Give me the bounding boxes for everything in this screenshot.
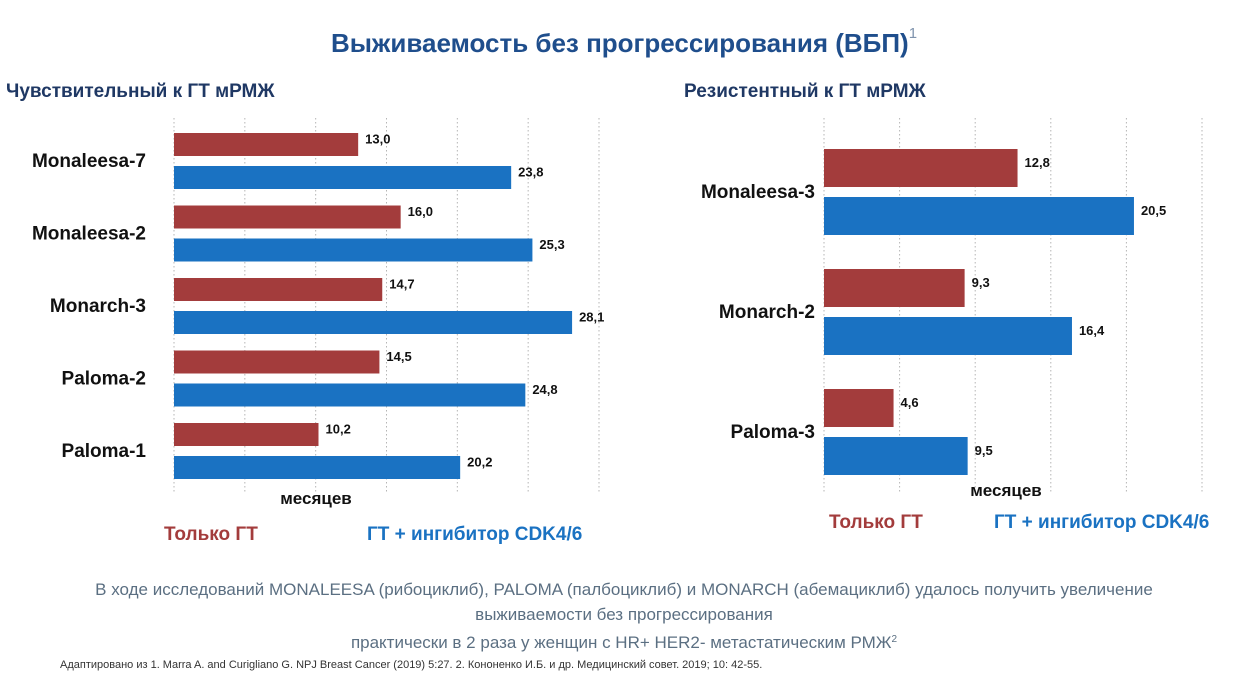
- data-label: 16,0: [408, 204, 433, 219]
- bar-gt-only: [174, 133, 359, 156]
- data-label: 20,2: [467, 455, 492, 470]
- category-label: Monarch-3: [50, 296, 146, 317]
- title-footnote-ref: 1: [908, 25, 918, 43]
- left-panel-title: Чувствительный к ГТ мРМЖ: [6, 81, 275, 102]
- data-label: 4,6: [901, 395, 919, 410]
- data-label: 25,3: [539, 237, 564, 252]
- bar-gt-only: [824, 269, 965, 307]
- category-label: Paloma-2: [62, 369, 146, 390]
- page-title-text: Выживаемость без прогрессирования (ВБП): [330, 28, 909, 58]
- data-label: 28,1: [579, 310, 604, 325]
- bar-gt-cdk46: [174, 166, 512, 189]
- x-axis-label: месяцев: [970, 481, 1042, 500]
- bar-gt-only: [824, 389, 894, 427]
- bar-gt-only: [174, 423, 319, 446]
- bar-gt-cdk46: [824, 437, 968, 475]
- bar-gt-cdk46: [824, 317, 1072, 355]
- category-label: Paloma-1: [62, 441, 147, 462]
- data-label: 23,8: [518, 165, 543, 180]
- conclusion-line-3: практически в 2 раза у женщин с HR+ HER2…: [20, 627, 1228, 656]
- data-label: 9,5: [975, 443, 993, 458]
- conclusion-footnote-ref: 2: [891, 634, 898, 645]
- right-legend-series2: ГТ + ингибитор CDK4/6: [994, 512, 1210, 533]
- data-label: 14,7: [389, 277, 414, 292]
- right-bar-chart: Monaleesa-3 12,8 20,5 Monarch-2 9,3 16,4 Palom…: [701, 118, 1203, 500]
- category-label: Monaleesa-7: [32, 151, 146, 172]
- data-label: 24,8: [532, 382, 557, 397]
- bar-gt-only: [174, 278, 383, 301]
- data-label: 9,3: [972, 275, 990, 290]
- right-panel-title: Резистентный к ГТ мРМЖ: [684, 81, 926, 102]
- page-title: Выживаемость без прогрессирования (ВБП)1: [0, 25, 1248, 59]
- left-legend-series2: ГТ + ингибитор CDK4/6: [367, 524, 583, 545]
- data-label: 20,5: [1141, 203, 1166, 218]
- bar-gt-cdk46: [824, 197, 1134, 235]
- category-label: Paloma-3: [731, 422, 815, 443]
- conclusion-line-3-text: практически в 2 раза у женщин с HR+ HER2…: [350, 633, 892, 652]
- category-label: Monaleesa-2: [32, 224, 146, 245]
- right-legend-series1: Только ГТ: [829, 512, 923, 533]
- data-label: 16,4: [1079, 323, 1105, 338]
- bar-gt-cdk46: [174, 383, 526, 407]
- data-label: 10,2: [326, 422, 351, 437]
- bar-gt-only: [824, 149, 1018, 187]
- category-label: Monaleesa-3: [701, 182, 815, 203]
- x-axis-label: месяцев: [280, 489, 352, 508]
- bar-gt-cdk46: [174, 456, 461, 479]
- data-label: 13,0: [365, 132, 390, 147]
- left-bar-chart: Monaleesa-7 13,0 23,8 Monaleesa-2 16,0 25,3 Mo…: [32, 118, 604, 508]
- conclusion-line-2: выживаемости без прогрессирования: [475, 605, 773, 624]
- category-label: Monarch-2: [719, 302, 815, 323]
- bar-gt-cdk46: [174, 311, 573, 334]
- conclusion-line-1: В ходе исследований MONALEESA (рибоцикли…: [95, 580, 1153, 599]
- bar-gt-cdk46: [174, 238, 533, 262]
- source-citation: Адаптировано из 1. Marra A. and Curiglia…: [60, 659, 763, 671]
- left-legend-series1: Только ГТ: [164, 524, 258, 545]
- data-label: 12,8: [1025, 155, 1050, 170]
- data-label: 14,5: [386, 349, 411, 364]
- bar-gt-only: [174, 205, 401, 229]
- bar-gt-only: [174, 350, 380, 374]
